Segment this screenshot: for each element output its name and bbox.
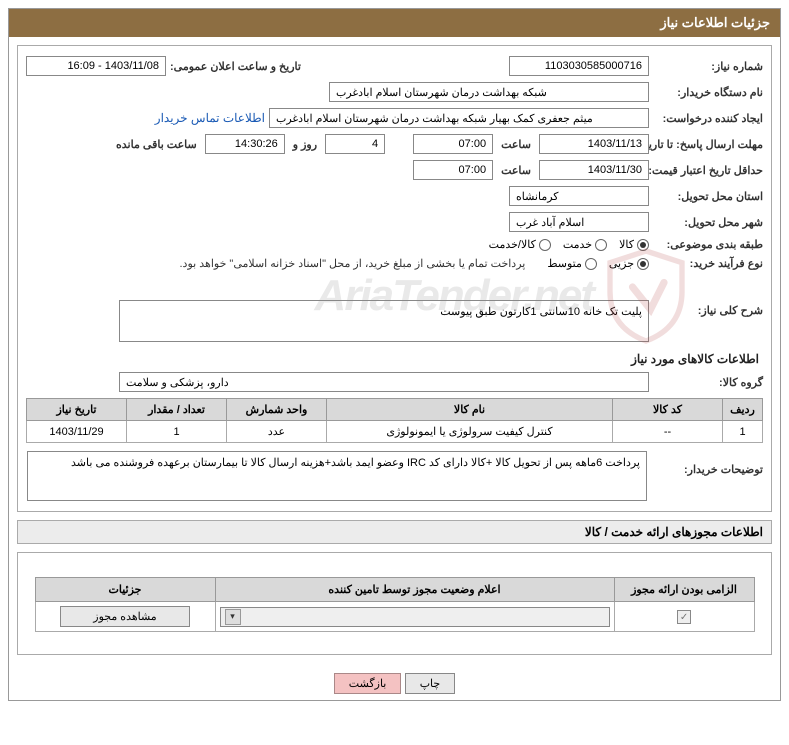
- chevron-down-icon: ▾: [225, 609, 241, 625]
- radio-icon: [595, 239, 607, 251]
- radio-icon: [585, 258, 597, 270]
- footer-buttons: چاپ بازگشت: [9, 663, 780, 700]
- countdown-value: 14:30:26: [205, 134, 285, 154]
- th-status: اعلام وضعیت مجوز توسط تامین کننده: [215, 578, 614, 602]
- radio-icon: [539, 239, 551, 251]
- license-title: اطلاعات مجوزهای ارائه خدمت / کالا: [585, 525, 763, 539]
- buyer-value: شبکه بهداشت درمان شهرستان اسلام ابادغرب: [329, 82, 649, 102]
- general-desc-label: شرح کلی نیاز:: [653, 300, 763, 317]
- radio-both-label: کالا/خدمت: [489, 238, 536, 251]
- deadline-time: 07:00: [413, 134, 493, 154]
- radio-icon: [637, 258, 649, 270]
- days-value: 4: [325, 134, 385, 154]
- radio-partial-label: جزیی: [609, 257, 634, 270]
- need-number-label: شماره نیاز:: [653, 60, 763, 73]
- need-number-value: 1103030585000716: [509, 56, 649, 76]
- group-value: دارو، پزشکی و سلامت: [119, 372, 649, 392]
- general-desc-value: پلیت تک خانه 10سانتی 1کارتون طبق پیوست: [119, 300, 649, 342]
- cell-name: کنترل کیفیت سرولوژی یا ایمونولوژی: [327, 421, 613, 443]
- th-qty: تعداد / مقدار: [127, 399, 227, 421]
- cell-unit: عدد: [227, 421, 327, 443]
- cell-details: مشاهده مجوز: [35, 602, 215, 632]
- radio-medium[interactable]: متوسط: [547, 257, 597, 270]
- contact-link[interactable]: اطلاعات تماس خریدار: [155, 111, 265, 125]
- province-value: کرمانشاه: [509, 186, 649, 206]
- view-license-button[interactable]: مشاهده مجوز: [60, 606, 190, 627]
- validity-date: 1403/11/30: [539, 160, 649, 180]
- validity-time: 07:00: [413, 160, 493, 180]
- buyer-desc-value: پرداخت 6ماهه پس از تحویل کالا +کالا دارا…: [27, 451, 647, 501]
- category-radios: کالا خدمت کالا/خدمت: [489, 238, 649, 251]
- th-name: نام کالا: [327, 399, 613, 421]
- days-label: روز و: [293, 138, 317, 151]
- th-details: جزئیات: [35, 578, 215, 602]
- group-label: گروه کالا:: [653, 376, 763, 389]
- buyer-label: نام دستگاه خریدار:: [653, 86, 763, 99]
- announce-label: تاریخ و ساعت اعلان عمومی:: [170, 60, 301, 73]
- th-code: کد کالا: [613, 399, 723, 421]
- cell-date: 1403/11/29: [27, 421, 127, 443]
- radio-medium-label: متوسط: [547, 257, 582, 270]
- cell-mandatory: ✓: [614, 602, 754, 632]
- radio-partial[interactable]: جزیی: [609, 257, 649, 270]
- cell-status: ▾: [215, 602, 614, 632]
- print-button[interactable]: چاپ: [405, 673, 456, 694]
- purchase-type-radios: جزیی متوسط: [547, 257, 649, 270]
- radio-icon: [637, 239, 649, 251]
- buyer-desc-label: توضیحات خریدار:: [653, 451, 763, 476]
- cell-code: --: [613, 421, 723, 443]
- city-label: شهر محل تحویل:: [653, 216, 763, 229]
- radio-service[interactable]: خدمت: [563, 238, 607, 251]
- items-section-title: اطلاعات کالاهای مورد نیاز: [30, 352, 759, 366]
- radio-goods-label: کالا: [619, 238, 634, 251]
- payment-note: پرداخت تمام یا بخشی از مبلغ خرید، از محل…: [180, 257, 526, 270]
- th-row: ردیف: [723, 399, 763, 421]
- requester-value: میثم جعفری کمک بهیار شبکه بهداشت درمان ش…: [269, 108, 649, 128]
- details-section: AriaTender.net شماره نیاز: 1103030585000…: [17, 45, 772, 512]
- purchase-type-label: نوع فرآیند خرید:: [653, 257, 763, 270]
- table-row: ✓ ▾ مشاهده مجوز: [35, 602, 754, 632]
- time-label-2: ساعت: [501, 164, 531, 177]
- deadline-date: 1403/11/13: [539, 134, 649, 154]
- cell-row: 1: [723, 421, 763, 443]
- th-unit: واحد شمارش: [227, 399, 327, 421]
- status-dropdown[interactable]: ▾: [220, 607, 610, 627]
- countdown-label: ساعت باقی مانده: [116, 138, 197, 151]
- panel-header: جزئیات اطلاعات نیاز: [9, 9, 780, 37]
- table-row: 1 -- کنترل کیفیت سرولوژی یا ایمونولوژی ع…: [27, 421, 763, 443]
- items-table: ردیف کد کالا نام کالا واحد شمارش تعداد /…: [26, 398, 763, 443]
- panel-title: جزئیات اطلاعات نیاز: [660, 15, 770, 30]
- requester-label: ایجاد کننده درخواست:: [653, 112, 763, 125]
- province-label: استان محل تحویل:: [653, 190, 763, 203]
- city-value: اسلام آباد غرب: [509, 212, 649, 232]
- time-label-1: ساعت: [501, 138, 531, 151]
- validity-label: حداقل تاریخ اعتبار قیمت: تا تاریخ:: [653, 164, 763, 177]
- th-mandatory: الزامی بودن ارائه مجوز: [614, 578, 754, 602]
- license-section: الزامی بودن ارائه مجوز اعلام وضعیت مجوز …: [17, 552, 772, 655]
- license-table: الزامی بودن ارائه مجوز اعلام وضعیت مجوز …: [35, 577, 755, 632]
- main-panel: جزئیات اطلاعات نیاز AriaTender.net شماره…: [8, 8, 781, 701]
- announce-value: 1403/11/08 - 16:09: [26, 56, 166, 76]
- cell-qty: 1: [127, 421, 227, 443]
- radio-service-label: خدمت: [563, 238, 592, 251]
- radio-goods[interactable]: کالا: [619, 238, 649, 251]
- category-label: طبقه بندی موضوعی:: [653, 238, 763, 251]
- license-header: اطلاعات مجوزهای ارائه خدمت / کالا: [17, 520, 772, 544]
- radio-both[interactable]: کالا/خدمت: [489, 238, 551, 251]
- deadline-label: مهلت ارسال پاسخ: تا تاریخ:: [653, 138, 763, 151]
- th-date: تاریخ نیاز: [27, 399, 127, 421]
- checkbox-checked-icon[interactable]: ✓: [677, 610, 691, 624]
- back-button[interactable]: بازگشت: [334, 673, 402, 694]
